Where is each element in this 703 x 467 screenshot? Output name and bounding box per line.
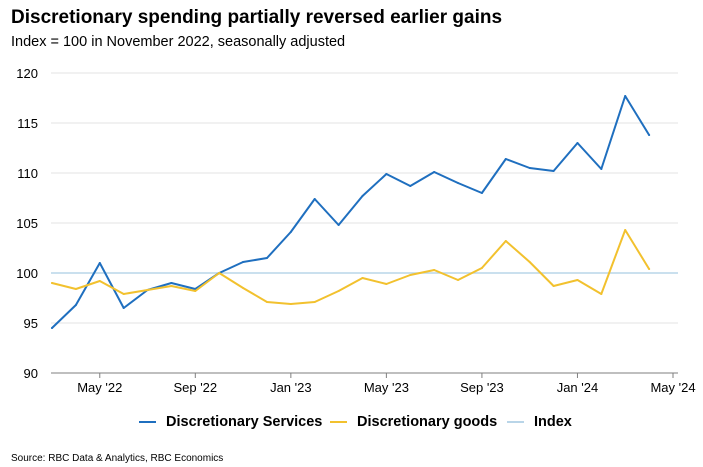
data-point-services-2 — [98, 262, 101, 264]
data-point-services-21 — [552, 170, 555, 172]
chart-legend: Discretionary Services Discretionary goo… — [0, 414, 703, 436]
legend-swatch-index — [507, 420, 524, 424]
legend-label-goods: Discretionary goods — [357, 414, 498, 430]
y-tick-label-100: 100 — [16, 266, 38, 281]
legend-swatch-goods — [330, 420, 347, 424]
x-tick-label-3: May '23 — [364, 380, 409, 395]
data-point-goods-5 — [170, 285, 173, 287]
series-line-goods — [51, 229, 651, 305]
data-point-goods-18 — [480, 267, 483, 269]
data-point-goods-19 — [504, 240, 507, 242]
data-point-goods-7 — [218, 272, 221, 274]
data-point-goods-11 — [313, 301, 316, 303]
line-chart: 90 95 100 105 110 115 120 May '22 Sep '22 Jan '2… — [16, 66, 696, 395]
data-point-services-3 — [122, 307, 125, 309]
x-axis-tick-labels: May '22 Sep '22 Jan '23 May '23 Sep '23 Jan '… — [77, 373, 696, 395]
data-point-goods-23 — [600, 293, 603, 295]
y-tick-label-95: 95 — [24, 316, 38, 331]
data-point-services-14 — [385, 173, 388, 175]
data-point-goods-10 — [289, 303, 292, 305]
data-point-goods-8 — [242, 287, 245, 289]
data-point-goods-20 — [528, 261, 531, 263]
legend-item-index: Index — [507, 414, 572, 430]
x-tick-label-2: Jan '23 — [270, 380, 312, 395]
data-point-services-13 — [361, 195, 364, 197]
data-point-goods-0 — [51, 282, 53, 284]
y-tick-label-110: 110 — [17, 166, 38, 181]
y-axis-tick-labels: 90 95 100 105 110 115 120 — [16, 66, 38, 381]
data-point-services-5 — [170, 282, 173, 284]
data-point-services-1 — [74, 304, 77, 306]
data-point-services-20 — [528, 167, 531, 169]
data-point-goods-16 — [433, 269, 436, 271]
data-point-goods-21 — [552, 285, 555, 287]
data-point-goods-9 — [265, 301, 268, 303]
data-point-goods-3 — [122, 293, 125, 295]
data-point-services-8 — [242, 261, 245, 263]
data-point-services-23 — [600, 168, 603, 170]
x-tick-label-4: Sep '23 — [460, 380, 504, 395]
data-point-services-12 — [337, 224, 340, 226]
data-point-services-18 — [480, 192, 483, 194]
legend-swatch-services — [139, 420, 156, 424]
data-point-services-22 — [576, 142, 579, 144]
chart-subtitle: Index = 100 in November 2022, seasonally… — [11, 34, 346, 50]
legend-item-services: Discretionary Services — [139, 414, 322, 430]
y-tick-label-105: 105 — [16, 216, 38, 231]
data-point-services-17 — [457, 182, 460, 184]
data-point-goods-1 — [74, 288, 77, 290]
data-point-goods-6 — [194, 290, 197, 292]
y-tick-label-115: 115 — [17, 116, 38, 131]
series-lines — [51, 95, 678, 329]
legend-item-goods: Discretionary goods — [330, 414, 497, 430]
legend-label-index: Index — [534, 414, 572, 430]
data-point-services-11 — [313, 198, 316, 200]
data-point-goods-13 — [361, 277, 364, 279]
legend-label-services: Discretionary Services — [166, 414, 323, 430]
data-point-goods-22 — [576, 279, 579, 281]
chart-title: Discretionary spending partially reverse… — [11, 7, 503, 28]
data-point-services-15 — [409, 185, 412, 187]
data-point-services-10 — [289, 231, 292, 233]
data-point-services-16 — [433, 171, 436, 173]
data-point-services-9 — [265, 257, 268, 259]
data-point-goods-12 — [337, 290, 340, 292]
y-tick-label-120: 120 — [16, 66, 38, 81]
data-point-goods-4 — [146, 289, 149, 291]
data-point-goods-2 — [98, 280, 101, 282]
data-point-services-25 — [648, 134, 651, 136]
gridlines — [51, 72, 678, 324]
x-tick-label-1: Sep '22 — [173, 380, 217, 395]
x-tick-label-5: Jan '24 — [557, 380, 599, 395]
series-line-services — [51, 95, 651, 329]
data-point-services-0 — [51, 327, 53, 329]
data-point-goods-15 — [409, 274, 412, 276]
data-point-services-24 — [624, 95, 627, 97]
data-point-goods-25 — [648, 268, 651, 270]
x-tick-label-0: May '22 — [77, 380, 122, 395]
x-tick-label-6: May '24 — [650, 380, 695, 395]
data-point-goods-17 — [457, 279, 460, 281]
data-point-goods-14 — [385, 283, 388, 285]
data-point-goods-24 — [624, 229, 627, 231]
y-tick-label-90: 90 — [24, 366, 38, 381]
data-point-services-19 — [504, 158, 507, 160]
source-note: Source: RBC Data & Analytics, RBC Econom… — [11, 453, 224, 464]
